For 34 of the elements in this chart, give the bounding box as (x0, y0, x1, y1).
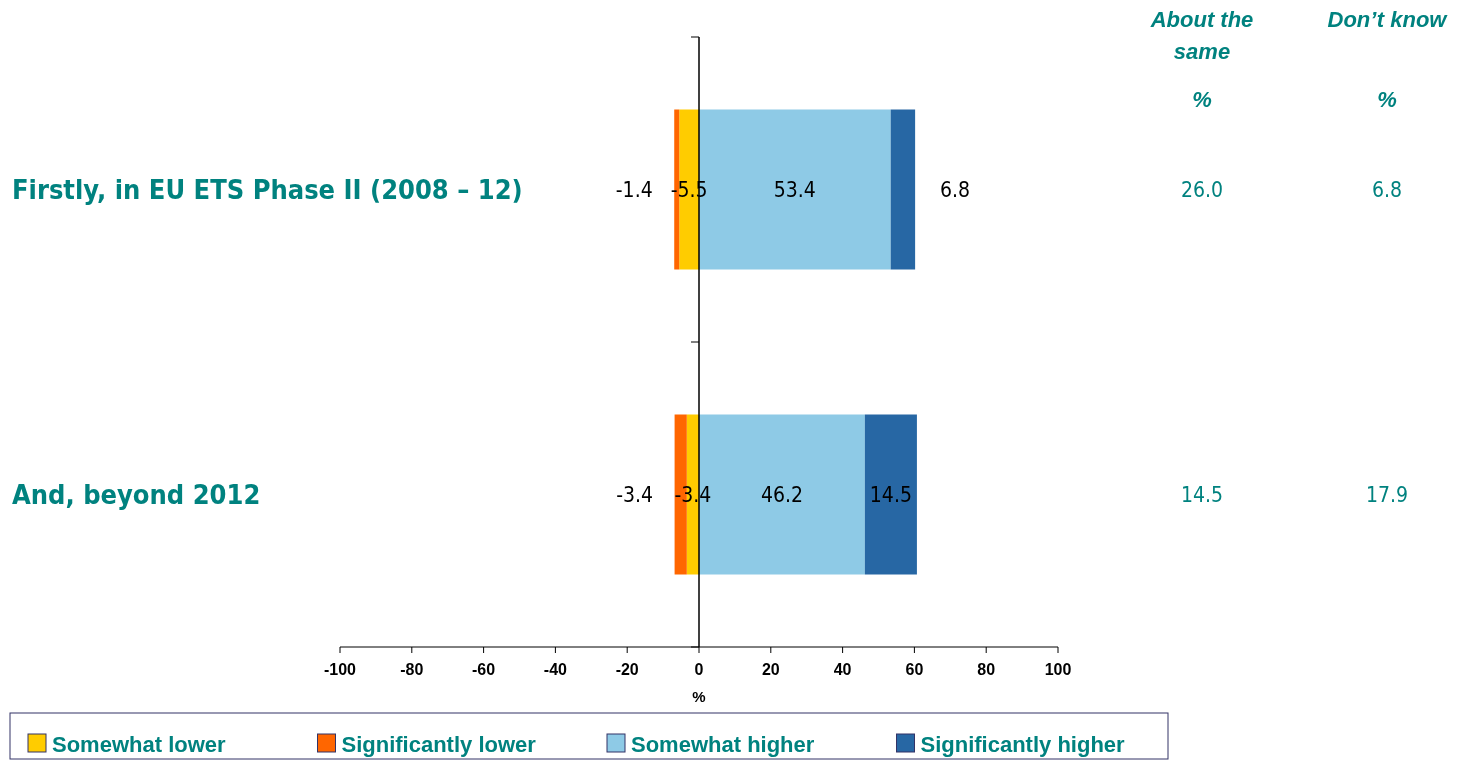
legend-label: Somewhat higher (631, 731, 815, 757)
x-tick-label: 0 (694, 661, 704, 678)
legend-label: Significantly higher (920, 731, 1126, 757)
x-tick-label: -100 (323, 661, 357, 678)
data-label: 6.8 (1371, 177, 1403, 202)
x-tick-label: -40 (543, 661, 568, 678)
data-label: 17.9 (1365, 482, 1409, 507)
x-tick-label: -80 (400, 661, 424, 678)
x-tick-label: 60 (905, 661, 924, 678)
data-label: 6.8 (940, 177, 971, 202)
x-tick-label: 100 (1044, 661, 1072, 678)
text: % (1192, 87, 1212, 112)
x-tick-label: 40 (833, 661, 852, 678)
data-label: 53.4 (773, 177, 816, 202)
legend-label: Somewhat lower (52, 731, 227, 757)
x-tick-label: -60 (472, 661, 496, 678)
category-label: Don’t know (1327, 7, 1449, 32)
data-label: 14.5 (869, 482, 912, 507)
legend-label: Significantly lower (341, 731, 537, 757)
x-tick-label: 20 (761, 661, 780, 678)
bar (890, 109, 916, 270)
category-label: About the same (1149, 7, 1254, 64)
data-label: 46.2 (760, 482, 803, 507)
x-axis-title: % (692, 688, 706, 705)
data-label: 26.0 (1180, 177, 1224, 202)
bar (864, 414, 917, 575)
text: % (1377, 87, 1397, 112)
y-tick-label: Firstly, in EU ETS Phase II (2008 – 12) (12, 173, 523, 205)
data-label: 14.5 (1180, 482, 1224, 507)
data-label: -3.4 (616, 482, 654, 507)
data-label: -1.4 (615, 177, 653, 202)
x-tick-label: -20 (615, 661, 639, 678)
y-tick-label: And, beyond 2012 (12, 478, 261, 510)
x-tick-label: 80 (977, 661, 996, 678)
